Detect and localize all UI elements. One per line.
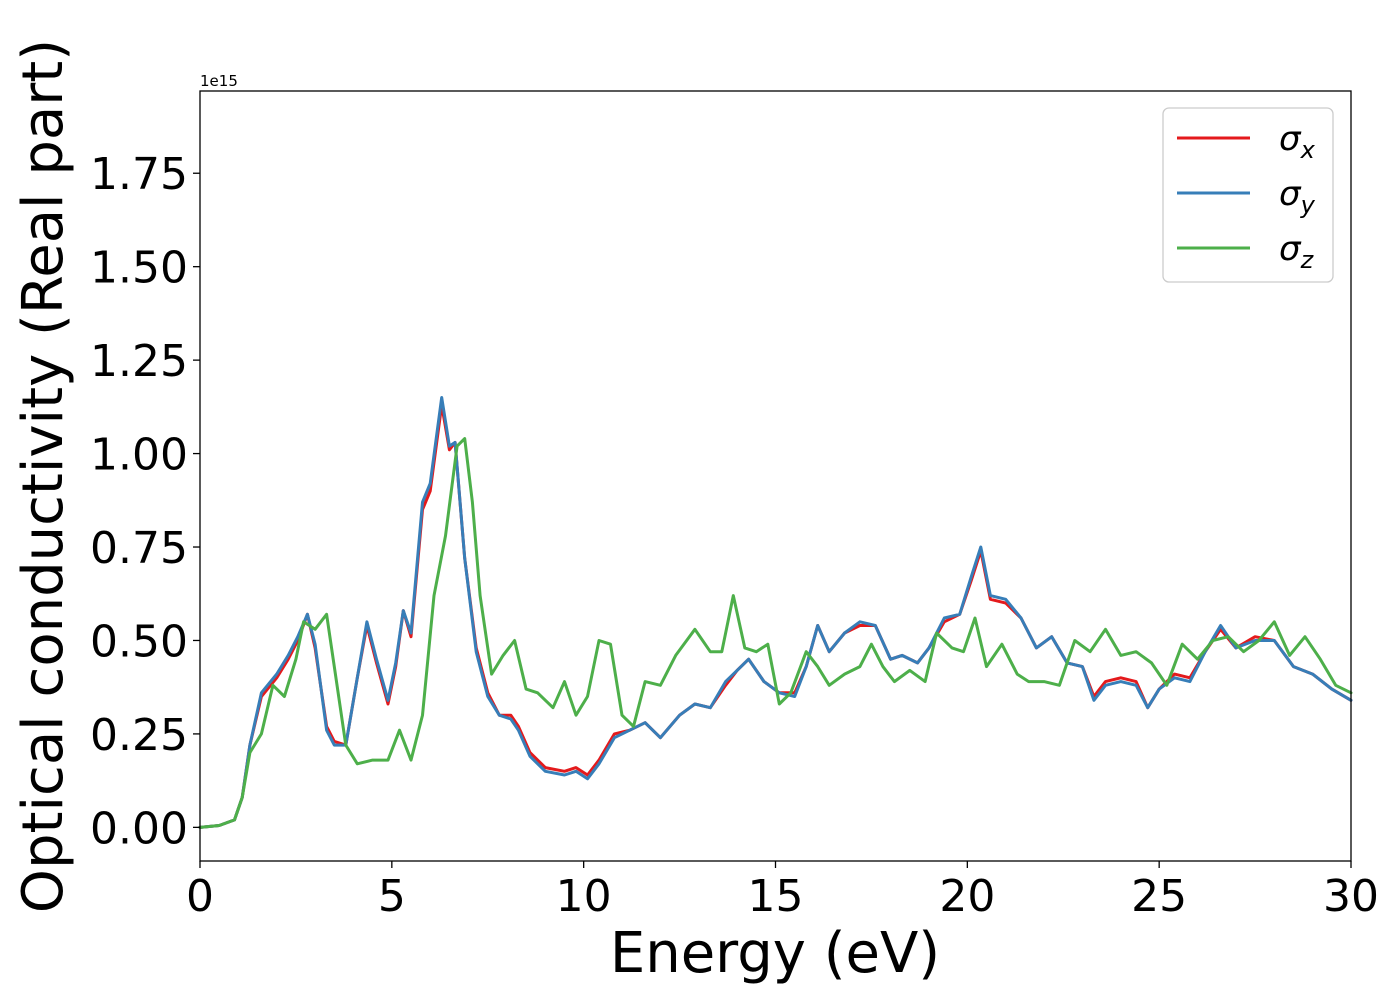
x-tick-label: 10 — [556, 871, 612, 922]
y-tick-label: 1.00 — [90, 430, 188, 481]
x-tick-label: 30 — [1323, 871, 1379, 922]
y-tick-label: 1.50 — [90, 243, 188, 294]
y-offset-label: 1e15 — [200, 72, 238, 90]
y-tick-label: 0.50 — [90, 616, 188, 667]
y-tick-label: 0.00 — [90, 803, 188, 854]
x-tick-label: 20 — [939, 871, 995, 922]
x-tick-label: 15 — [748, 871, 804, 922]
series-line-y — [198, 396, 1353, 829]
legend-box — [1162, 107, 1334, 283]
x-axis-title: Energy (eV) — [610, 921, 940, 986]
x-tick-label: 5 — [378, 871, 406, 922]
y-tick-label: 0.75 — [90, 523, 188, 574]
y-axis: 0.00 0.25 0.50 0.75 1.00 1.25 1.50 1.75 — [90, 149, 200, 854]
y-axis-title: Optical conductivity (Real part) — [11, 39, 76, 913]
x-tick-label: 0 — [186, 871, 214, 922]
y-tick-label: 0.25 — [90, 710, 188, 761]
x-tick-label: 25 — [1131, 871, 1187, 922]
y-tick-label: 1.75 — [90, 149, 188, 200]
series-line-z — [198, 437, 1353, 829]
y-tick-label: 1.25 — [90, 336, 188, 387]
series-layer — [198, 396, 1353, 829]
x-axis: 0 5 10 15 20 25 30 — [186, 861, 1379, 922]
